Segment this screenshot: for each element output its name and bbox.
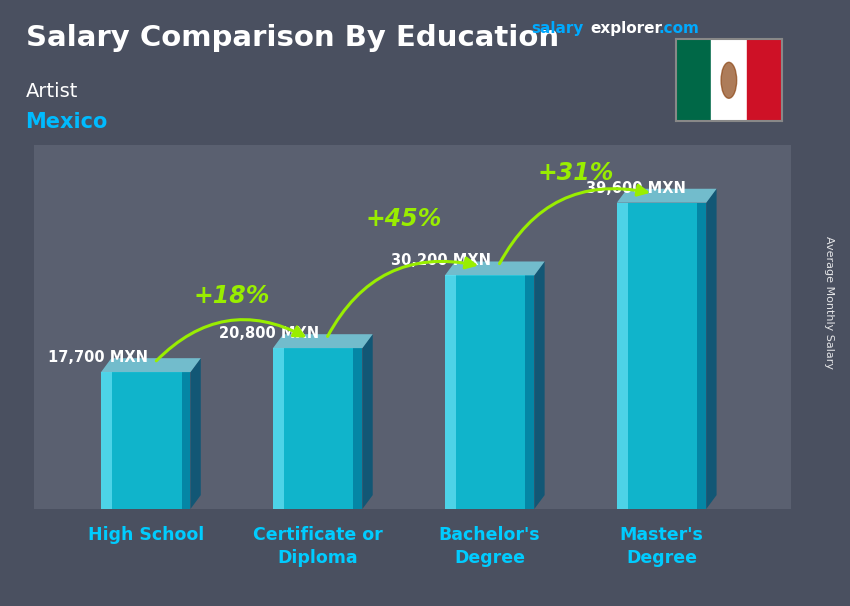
- Polygon shape: [273, 348, 284, 509]
- Polygon shape: [535, 261, 545, 509]
- Circle shape: [721, 62, 737, 98]
- Polygon shape: [445, 275, 535, 509]
- Text: Mexico: Mexico: [26, 112, 108, 132]
- Polygon shape: [354, 348, 362, 509]
- Text: +18%: +18%: [194, 284, 270, 308]
- Text: Salary Comparison By Education: Salary Comparison By Education: [26, 24, 558, 52]
- Polygon shape: [706, 188, 717, 509]
- Polygon shape: [617, 202, 627, 509]
- Text: 30,200 MXN: 30,200 MXN: [392, 253, 491, 268]
- Polygon shape: [617, 202, 706, 509]
- Polygon shape: [697, 202, 706, 509]
- Polygon shape: [182, 372, 190, 509]
- Polygon shape: [273, 334, 372, 348]
- Text: 20,800 MXN: 20,800 MXN: [219, 326, 320, 341]
- Polygon shape: [362, 334, 372, 509]
- Polygon shape: [101, 372, 112, 509]
- Text: +45%: +45%: [366, 207, 442, 231]
- Text: +31%: +31%: [537, 161, 614, 184]
- Polygon shape: [101, 372, 190, 509]
- Text: explorer: explorer: [591, 21, 663, 36]
- Polygon shape: [190, 358, 201, 509]
- Bar: [711, 39, 746, 121]
- Text: 17,700 MXN: 17,700 MXN: [48, 350, 148, 365]
- Polygon shape: [445, 275, 456, 509]
- Bar: [746, 39, 782, 121]
- Polygon shape: [525, 275, 535, 509]
- Text: 39,600 MXN: 39,600 MXN: [586, 181, 686, 196]
- Polygon shape: [617, 188, 717, 202]
- Polygon shape: [445, 261, 545, 275]
- Polygon shape: [273, 348, 362, 509]
- Bar: [676, 39, 711, 121]
- Text: Average Monthly Salary: Average Monthly Salary: [824, 236, 834, 370]
- Polygon shape: [101, 358, 201, 372]
- Text: .com: .com: [659, 21, 700, 36]
- Text: Artist: Artist: [26, 82, 78, 101]
- Text: salary: salary: [531, 21, 584, 36]
